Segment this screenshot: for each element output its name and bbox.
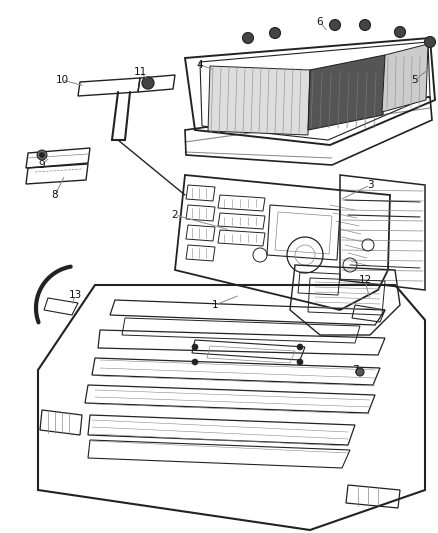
Polygon shape	[308, 55, 385, 130]
Circle shape	[297, 344, 303, 350]
Circle shape	[192, 359, 198, 365]
Text: 10: 10	[56, 75, 69, 85]
Circle shape	[37, 150, 47, 160]
Text: 9: 9	[39, 160, 45, 170]
Circle shape	[356, 368, 364, 376]
Text: 1: 1	[212, 300, 218, 310]
Circle shape	[360, 20, 371, 30]
Text: 13: 13	[68, 290, 81, 300]
Text: 5: 5	[412, 75, 418, 85]
Text: 3: 3	[367, 180, 373, 190]
Text: 2: 2	[172, 210, 178, 220]
Circle shape	[329, 20, 340, 30]
Polygon shape	[208, 66, 310, 135]
Text: 7: 7	[352, 365, 358, 375]
Polygon shape	[382, 44, 428, 112]
Circle shape	[243, 33, 254, 44]
Text: 6: 6	[317, 17, 323, 27]
Circle shape	[395, 27, 406, 37]
Circle shape	[269, 28, 280, 38]
Circle shape	[39, 152, 45, 157]
Circle shape	[297, 359, 303, 365]
Circle shape	[424, 36, 435, 47]
Circle shape	[192, 344, 198, 350]
Circle shape	[142, 77, 154, 89]
Text: 12: 12	[358, 275, 371, 285]
Text: 8: 8	[52, 190, 58, 200]
Text: 4: 4	[197, 60, 203, 70]
Text: 11: 11	[134, 67, 147, 77]
